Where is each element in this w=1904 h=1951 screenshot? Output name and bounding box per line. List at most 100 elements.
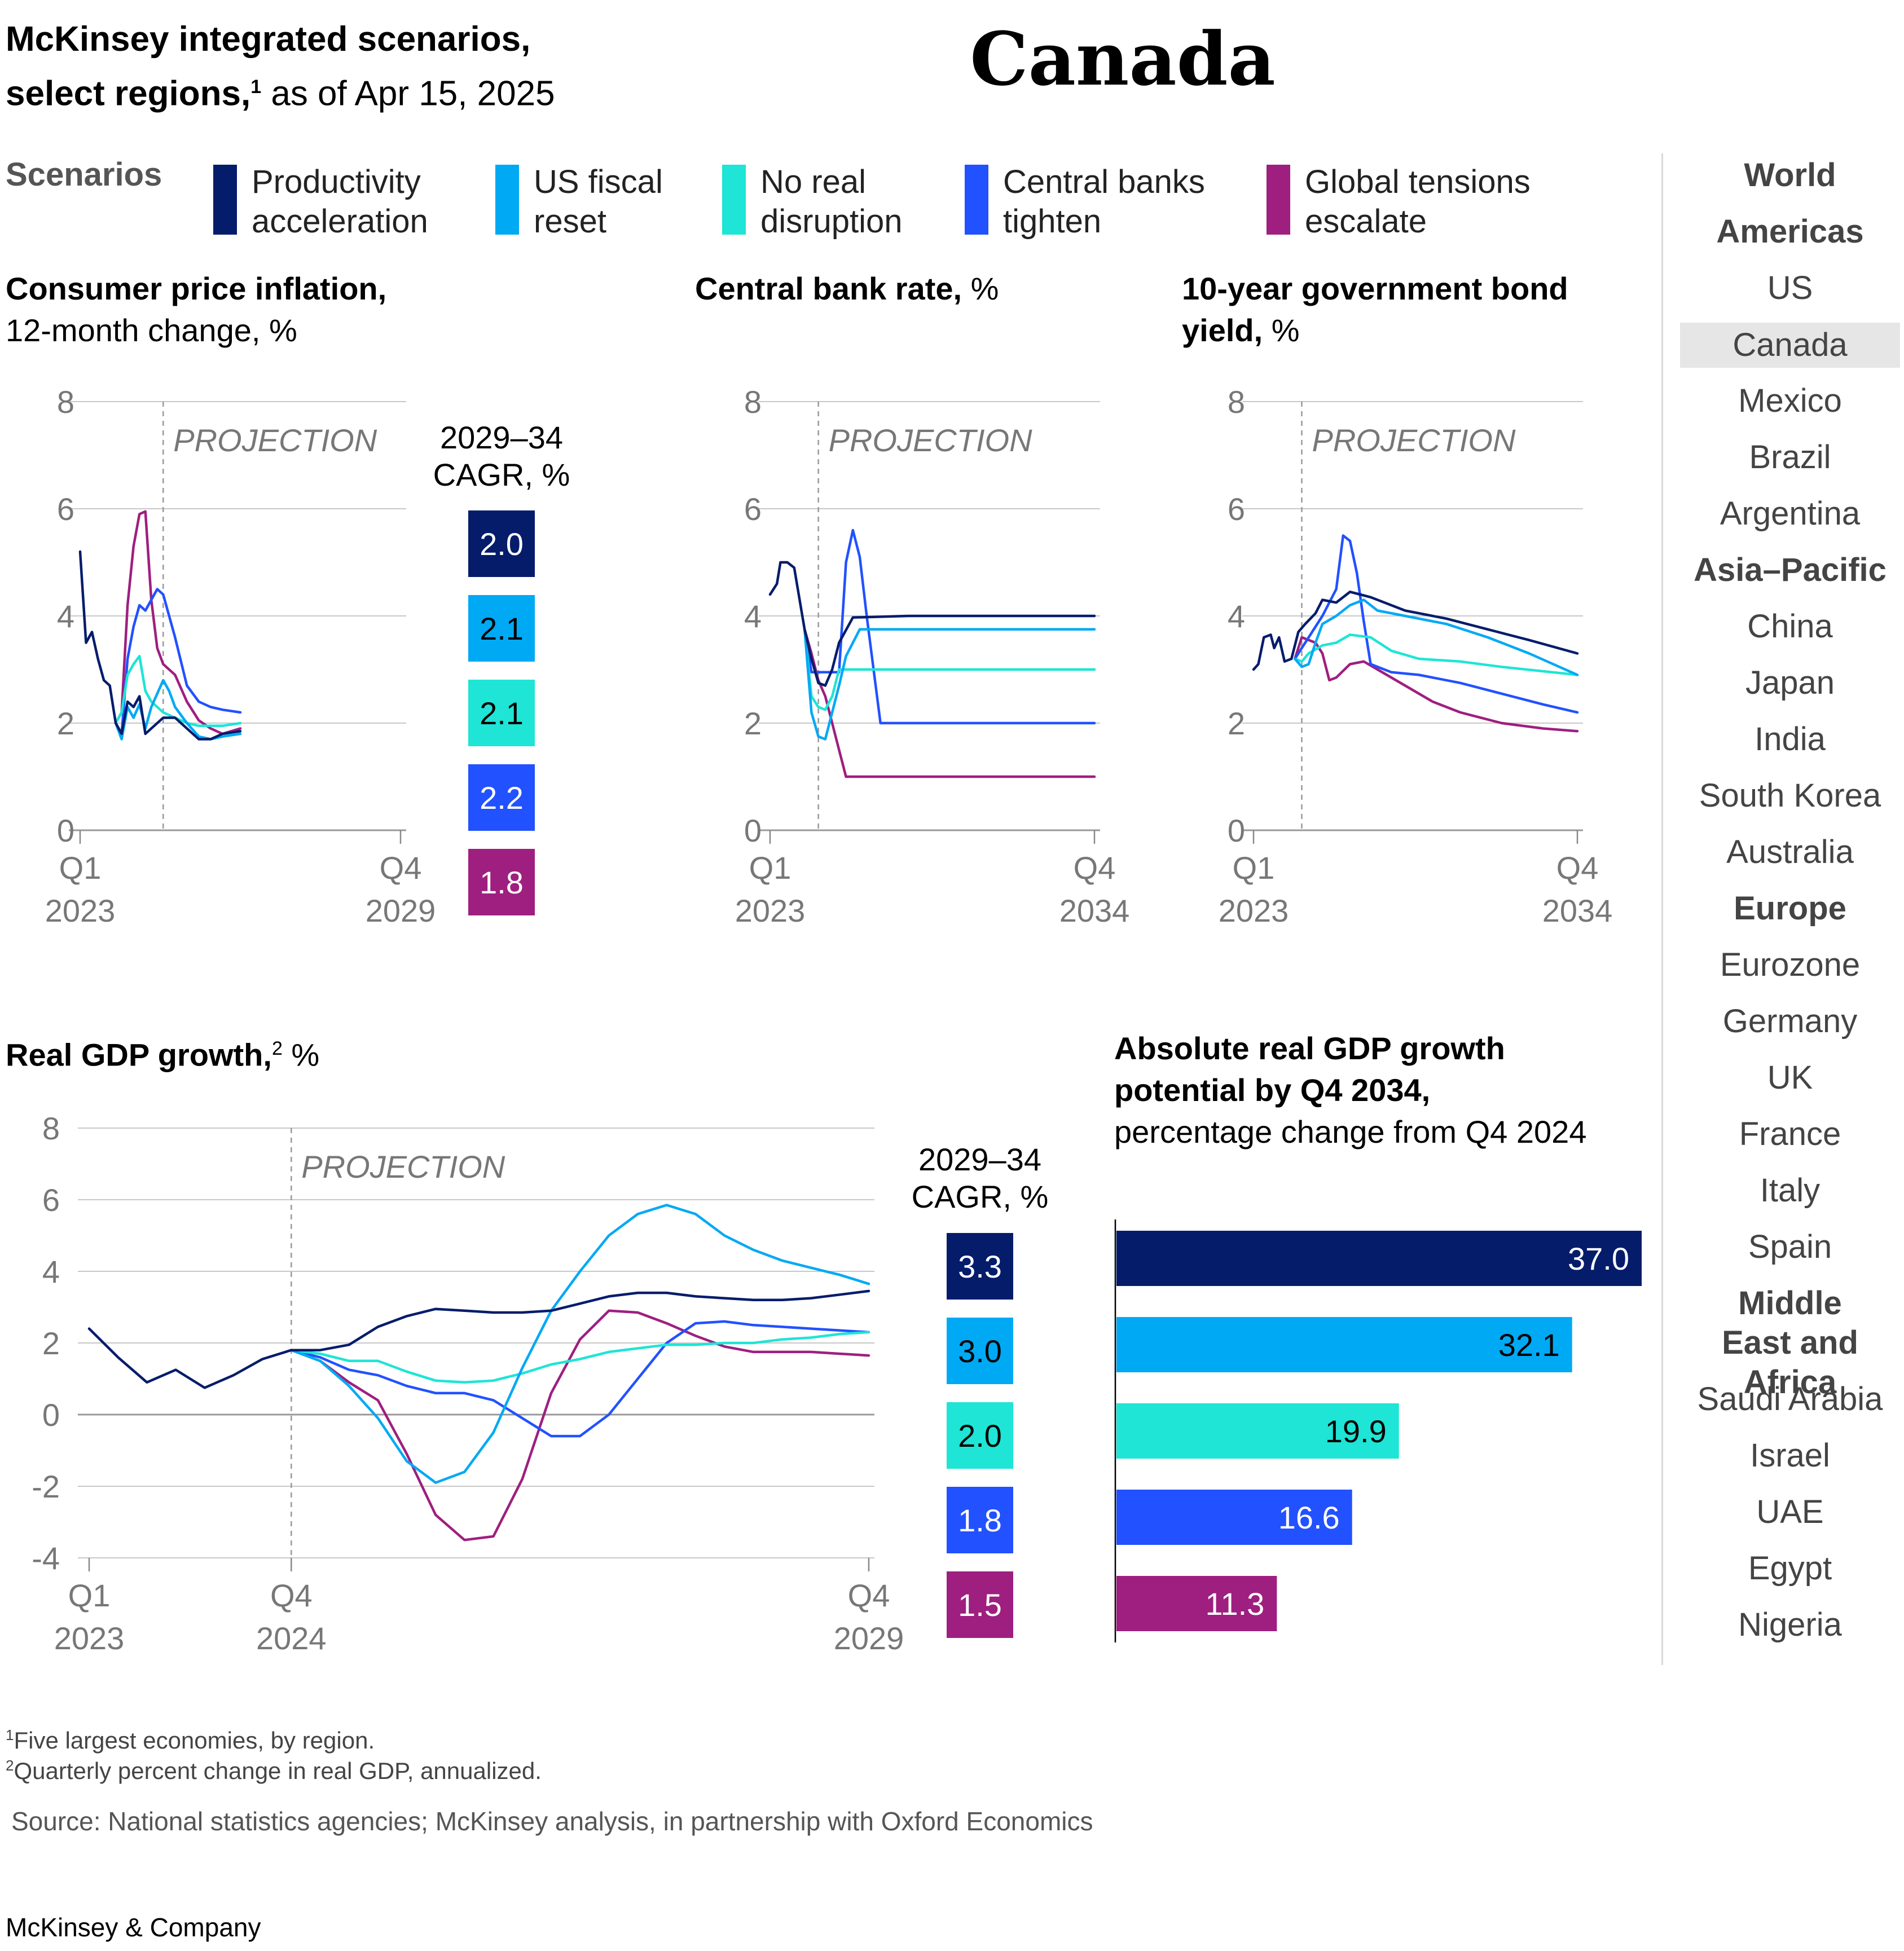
legend-label-text: Productivity acceleration bbox=[252, 164, 428, 240]
bond-y-tick-label: 4 bbox=[1228, 598, 1245, 634]
nav-item-italy[interactable]: Italy bbox=[1760, 1172, 1821, 1209]
gdp-cagr-box bbox=[947, 1571, 1013, 1638]
nav-item-brazil[interactable]: Brazil bbox=[1749, 439, 1831, 475]
nav-item-india[interactable]: India bbox=[1755, 721, 1826, 758]
gdp-y-tick-label: -2 bbox=[32, 1469, 60, 1504]
bond-title: 10-year government bond yield, % bbox=[1182, 268, 1568, 351]
nav-item-australia[interactable]: Australia bbox=[1726, 834, 1854, 870]
nav-item-middle-east-and-africa[interactable]: Middle East and Africa bbox=[1722, 1285, 1858, 1401]
abs-bar-label: 32.1 bbox=[1498, 1327, 1560, 1363]
nav-item-south-korea[interactable]: South Korea bbox=[1699, 777, 1881, 814]
brand-logo-text: McKinsey & Company bbox=[6, 1913, 261, 1942]
legend-label-text: Central banks tighten bbox=[1003, 164, 1205, 240]
nav-item-israel[interactable]: Israel bbox=[1750, 1437, 1830, 1474]
cpi-cagr-value: 2.0 bbox=[480, 526, 524, 562]
nav-item-uae[interactable]: UAE bbox=[1756, 1494, 1824, 1530]
abs-bar-label: 37.0 bbox=[1568, 1241, 1629, 1276]
cbr-title-unit: % bbox=[962, 271, 999, 306]
cpi-cagr-box bbox=[468, 764, 535, 831]
nav-item-eurozone[interactable]: Eurozone bbox=[1720, 946, 1861, 983]
cpi-y-tick-label: 8 bbox=[57, 384, 74, 420]
cpi-cagr-value: 1.8 bbox=[480, 865, 524, 900]
gdp-y-tick-label: 8 bbox=[42, 1111, 60, 1146]
nav-item-saudi-arabia[interactable]: Saudi Arabia bbox=[1697, 1381, 1883, 1417]
bond-title-unit: % bbox=[1263, 312, 1300, 348]
abs-bar bbox=[1116, 1231, 1642, 1286]
cbr-x-tick-label: 2023 bbox=[735, 893, 806, 928]
nav-item-europe[interactable]: Europe bbox=[1734, 890, 1846, 927]
cpi-series-nodisrupt bbox=[114, 655, 242, 728]
cbr-title-text: Central bank rate, bbox=[695, 271, 962, 306]
nav-item-uk[interactable]: UK bbox=[1767, 1059, 1813, 1096]
gdp-series-productivity bbox=[87, 1289, 870, 1389]
title-line2: select regions, bbox=[6, 74, 251, 113]
bond-x-tick-label: Q1 bbox=[1233, 850, 1275, 886]
nav-item-world[interactable]: World bbox=[1744, 157, 1836, 193]
gdp-series-tighten bbox=[290, 1320, 870, 1438]
gdp-cagr-box bbox=[947, 1318, 1013, 1384]
legend-label: Scenarios bbox=[6, 156, 162, 193]
cbr-series-productivity bbox=[768, 561, 1096, 687]
cpi-title-text: Consumer price inflation, bbox=[6, 271, 387, 306]
cbr-x-tick-label: Q4 bbox=[1074, 850, 1116, 886]
gdp-x-tick-label: 2029 bbox=[834, 1620, 904, 1656]
source-note: Source: National statistics agencies; Mc… bbox=[11, 1807, 1093, 1836]
cpi-y-tick-label: 4 bbox=[57, 598, 74, 634]
nav-item-us[interactable]: US bbox=[1767, 270, 1813, 306]
cpi-cagr-box bbox=[468, 510, 535, 577]
nav-item-egypt[interactable]: Egypt bbox=[1748, 1550, 1832, 1587]
country-heading: Canada bbox=[970, 16, 1276, 102]
nav-item-france[interactable]: France bbox=[1739, 1116, 1841, 1152]
nav-item-nigeria[interactable]: Nigeria bbox=[1738, 1606, 1842, 1643]
gdp-cagr-value: 3.0 bbox=[958, 1333, 1002, 1369]
gdp-y-tick-label: 2 bbox=[42, 1325, 60, 1361]
abs-bar-label: 16.6 bbox=[1278, 1500, 1340, 1535]
gdp-chart: -4 -2 0 2 4 6 8 PROJECTION Q1 2023 Q4 2024 Q4 2029 bbox=[32, 1111, 904, 1656]
cpi-y-tick-label: 2 bbox=[57, 706, 74, 741]
abs-title-text2: potential by Q4 2034, bbox=[1114, 1072, 1431, 1108]
gdp-cagr-box bbox=[947, 1233, 1013, 1300]
nav-item-china[interactable]: China bbox=[1747, 608, 1833, 645]
cpi-cagr-value: 2.1 bbox=[480, 695, 524, 731]
nav-item-japan[interactable]: Japan bbox=[1745, 664, 1835, 701]
legend-label-text: Global tensions escalate bbox=[1305, 164, 1531, 240]
cpi-title: Consumer price inflation, 12-month chang… bbox=[6, 268, 386, 351]
abs-bar-label: 11.3 bbox=[1205, 1586, 1264, 1622]
gdp-cagr-box bbox=[947, 1402, 1013, 1469]
nav-item-spain[interactable]: Spain bbox=[1748, 1228, 1832, 1265]
nav-item-canada[interactable]: Canada bbox=[1680, 323, 1900, 368]
cbr-series-tensions bbox=[803, 628, 1096, 778]
legend-swatch bbox=[495, 165, 519, 235]
cbr-y-tick-label: 6 bbox=[744, 491, 762, 527]
abs-bar bbox=[1116, 1403, 1399, 1459]
gdp-cagr-title: 2029–34 bbox=[918, 1142, 1041, 1177]
gdp-cagr-title: CAGR, % bbox=[912, 1179, 1049, 1214]
cbr-y-tick-label: 2 bbox=[744, 706, 762, 741]
gdp-cagr-value: 1.5 bbox=[958, 1587, 1002, 1623]
nav-item-mexico[interactable]: Mexico bbox=[1738, 382, 1842, 419]
cpi-projection-label: PROJECTION bbox=[173, 422, 377, 458]
cpi-y-tick-label: 6 bbox=[57, 491, 74, 527]
nav-item-americas[interactable]: Americas bbox=[1716, 213, 1864, 250]
bond-series-fiscal bbox=[1294, 598, 1579, 676]
cbr-y-tick-label: 8 bbox=[744, 384, 762, 420]
nav-item-germany[interactable]: Germany bbox=[1722, 1003, 1858, 1040]
legend-label-text: No real disruption bbox=[760, 164, 903, 240]
charts-canvas: 02468PROJECTIONQ12023Q420292029–34CAGR, … bbox=[32, 384, 1642, 1656]
nav-item-argentina[interactable]: Argentina bbox=[1720, 495, 1861, 532]
footnote-1-text: Five largest economies, by region. bbox=[14, 1727, 375, 1754]
gdp-series-fiscal bbox=[290, 1204, 870, 1484]
abs-bar-label: 19.9 bbox=[1325, 1413, 1387, 1449]
gdp-y-tick-label: 0 bbox=[42, 1397, 60, 1433]
nav-item-asia-pacific[interactable]: Asia–Pacific bbox=[1694, 552, 1887, 588]
cpi-cagr-title: 2029–34 bbox=[440, 420, 563, 455]
cpi-x-tick-label: 2029 bbox=[366, 893, 436, 928]
footnote-1: 1Five largest economies, by region. bbox=[6, 1719, 375, 1756]
gdp-title-footnote-ref: 2 bbox=[271, 1038, 283, 1059]
gdp-title-unit: % bbox=[282, 1037, 320, 1073]
footnote-2-marker: 2 bbox=[6, 1757, 14, 1774]
cpi-chart: 0 2 4 6 8 PROJECTION Q1 2023 Q4 2029 bbox=[45, 384, 436, 928]
gdp-x-tick-label: Q4 bbox=[848, 1578, 890, 1613]
cbr-series-fiscal bbox=[803, 628, 1096, 741]
abs-title: Absolute real GDP growth potential by Q4… bbox=[1114, 1028, 1586, 1153]
